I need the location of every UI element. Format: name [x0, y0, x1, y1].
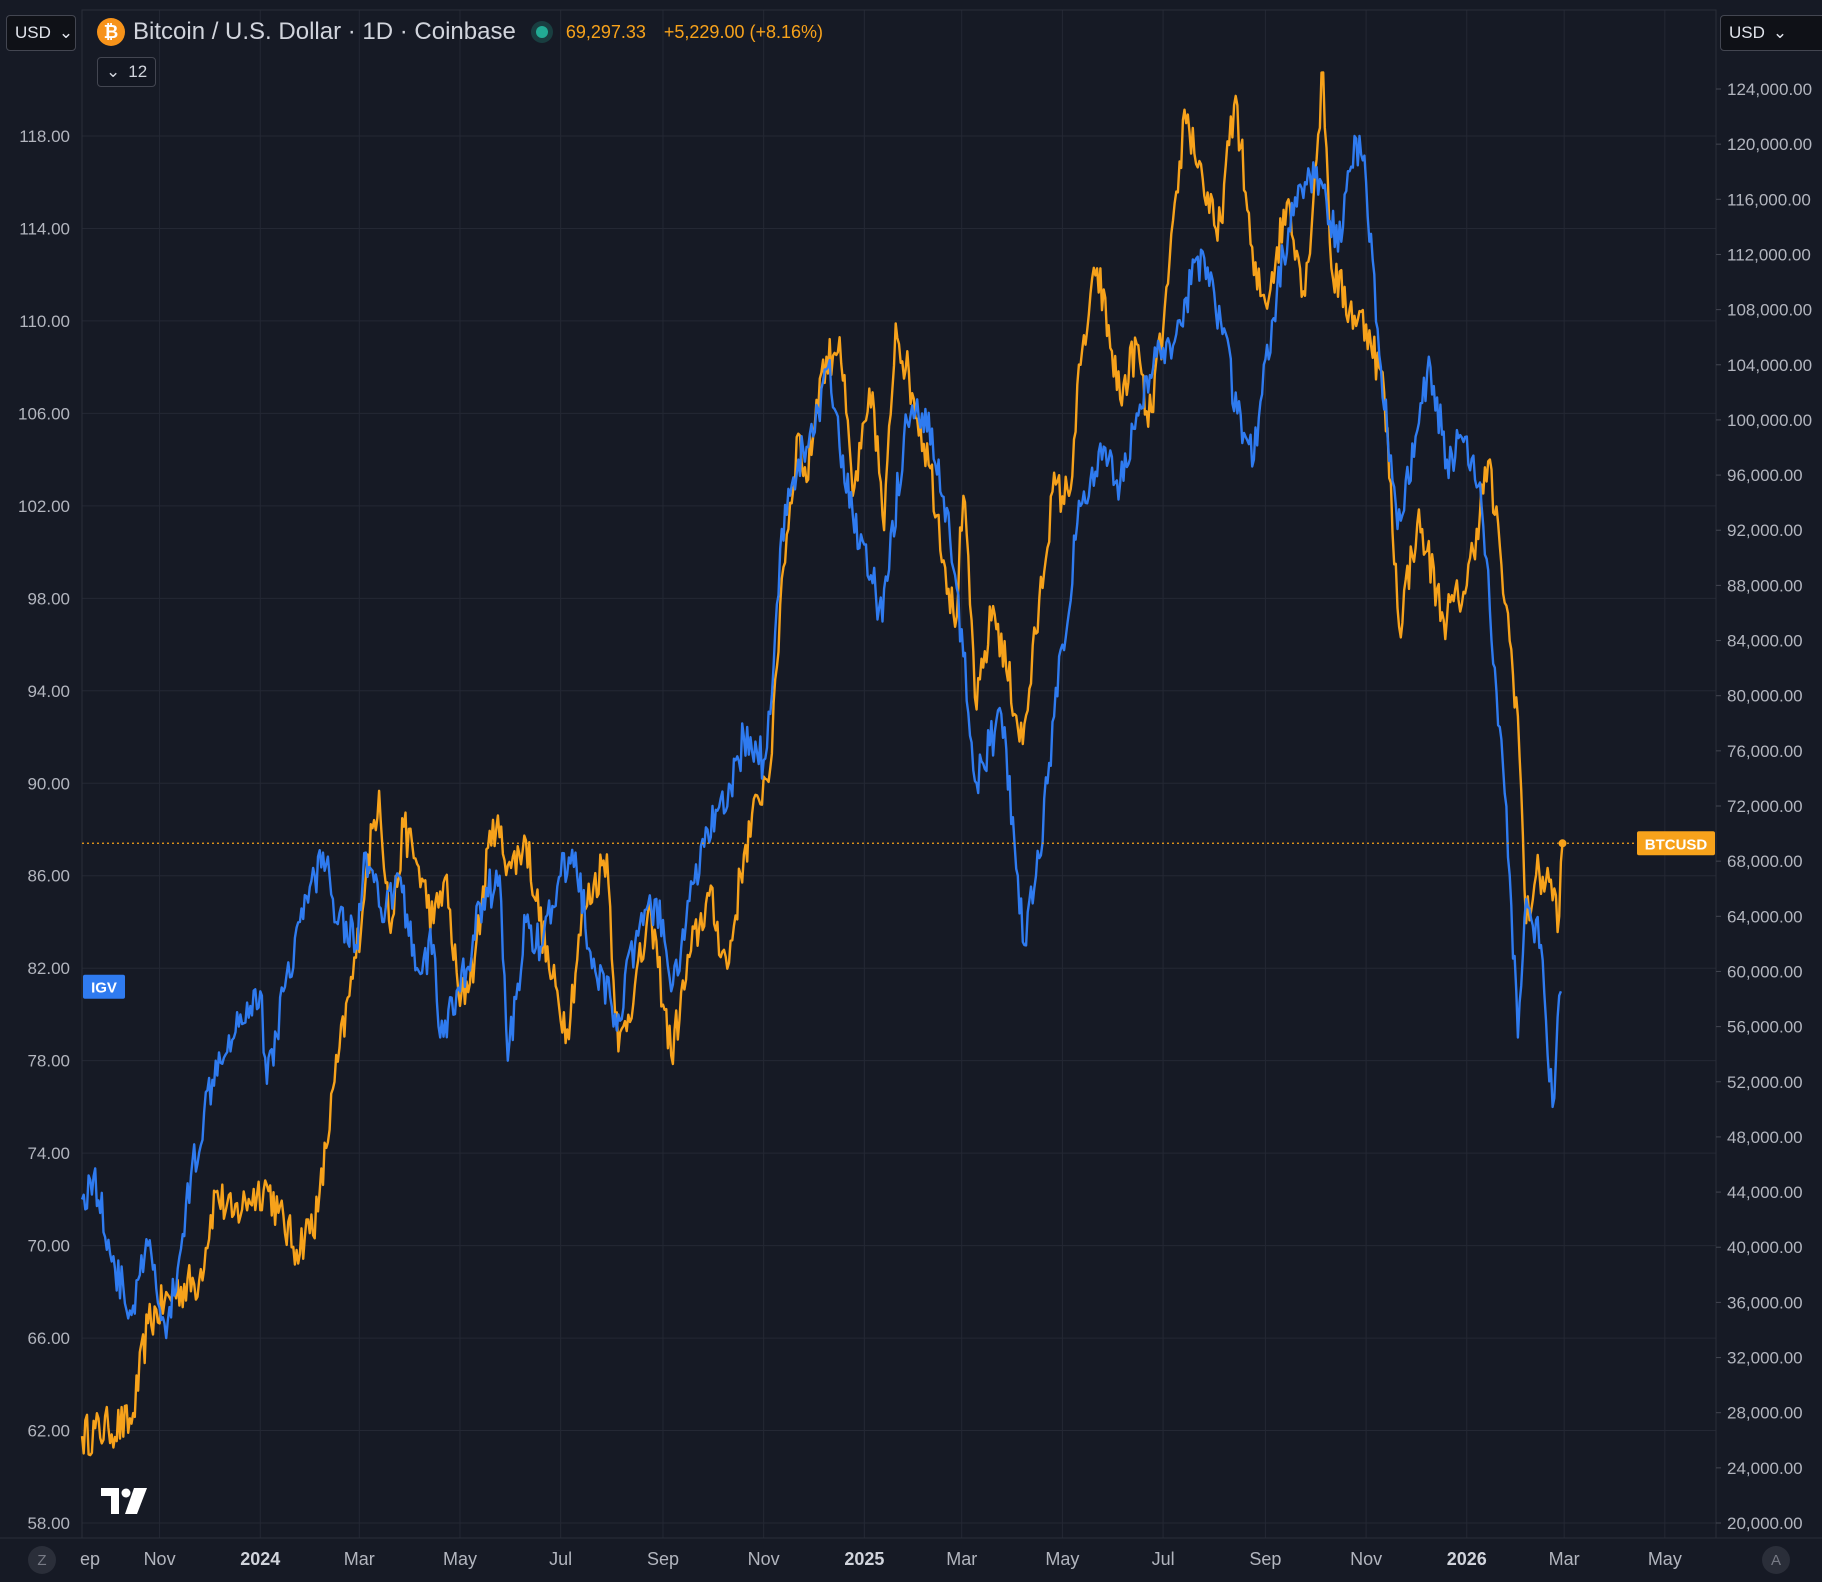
right-axis-tick: 120,000.00 [1727, 135, 1812, 154]
time-axis-tick: 2026 [1447, 1549, 1487, 1569]
left-axis-tick: 70.00 [27, 1237, 70, 1256]
right-currency-label: USD [1729, 23, 1765, 42]
left-axis-tick: 86.00 [27, 867, 70, 886]
time-axis-tick: 2025 [844, 1549, 884, 1569]
right-axis-tick: 48,000.00 [1727, 1128, 1803, 1147]
right-axis-tick: 44,000.00 [1727, 1183, 1803, 1202]
left-axis-tick: 98.00 [27, 589, 70, 608]
bitcoin-icon: ₿ [97, 18, 125, 46]
right-axis-tick: 84,000.00 [1727, 632, 1803, 651]
right-axis-tick: 36,000.00 [1727, 1293, 1803, 1312]
left-axis-tick: 78.00 [27, 1052, 70, 1071]
time-axis-tick: Nov [1350, 1549, 1382, 1569]
chevron-down-icon: ⌄ [58, 23, 74, 42]
market-open-indicator [535, 26, 548, 38]
symbol-header: ₿ Bitcoin / U.S. Dollar · 1D · Coinbase … [97, 16, 823, 48]
left-axis-tick: 90.00 [27, 774, 70, 793]
time-axis-tick: Jul [549, 1549, 572, 1569]
left-axis-tick: 74.00 [27, 1144, 70, 1163]
left-axis-tick: 106.00 [18, 404, 70, 423]
time-axis-tick: Sep [647, 1549, 679, 1569]
time-axis-tick: Nov [144, 1549, 176, 1569]
left-axis-tick: 102.00 [18, 497, 70, 516]
right-axis-tick: 76,000.00 [1727, 742, 1803, 761]
indicators-count: 12 [128, 62, 148, 81]
right-axis-tick: 104,000.00 [1727, 356, 1812, 375]
left-axis-tick: 62.00 [27, 1422, 70, 1441]
time-axis-tick: May [1648, 1549, 1682, 1569]
indicators-collapse-button[interactable]: ⌄ 12 [97, 57, 157, 87]
right-axis-tick: 100,000.00 [1727, 411, 1812, 430]
right-axis-tick: 20,000.00 [1727, 1514, 1803, 1533]
left-axis-tick: 94.00 [27, 682, 70, 701]
left-axis-tick: 58.00 [27, 1514, 70, 1533]
right-axis-tick: 92,000.00 [1727, 521, 1803, 540]
time-axis-tick: May [1045, 1549, 1079, 1569]
right-axis-tick: 124,000.00 [1727, 80, 1812, 99]
left-currency-button[interactable]: USD ⌄ [6, 15, 76, 51]
right-axis-tick: 32,000.00 [1727, 1349, 1803, 1368]
right-axis-tick: 96,000.00 [1727, 466, 1803, 485]
igv-badge[interactable] [83, 974, 125, 999]
time-axis-tick: Sep [1249, 1549, 1281, 1569]
right-axis-tick: 88,000.00 [1727, 576, 1803, 595]
right-axis-tick: 56,000.00 [1727, 1018, 1803, 1037]
chevron-down-icon: ⌄ [1772, 23, 1788, 42]
left-axis[interactable]: 118.00 114.00 110.00 106.00 102.00 98.00 94.00… [18, 127, 70, 1533]
time-axis[interactable]: ep Nov 2024 Mar May Jul Sep Nov 2025 Mar May Jul Sep… [0, 1537, 1822, 1569]
left-axis-tick: 82.00 [27, 959, 70, 978]
right-axis-tick: 108,000.00 [1727, 301, 1812, 320]
time-axis-tick: Jul [1152, 1549, 1175, 1569]
chevron-down-icon: ⌄ [106, 62, 121, 81]
last-price-dot [1558, 839, 1567, 848]
time-axis-tick: Mar [344, 1549, 375, 1569]
right-axis[interactable]: 124,000.00 120,000.00 116,000.00 112,000.00… [1716, 80, 1812, 1533]
igv-badge-label: IGV [91, 980, 117, 997]
right-axis-tick: 72,000.00 [1727, 797, 1803, 816]
right-axis-tick: 112,000.00 [1727, 245, 1811, 264]
btcusd-price-badge[interactable] [1637, 831, 1715, 856]
right-axis-tick: 80,000.00 [1727, 687, 1803, 706]
left-axis-tick: 110.00 [19, 312, 70, 331]
left-currency-label: USD [15, 23, 51, 42]
right-axis-tick: 68,000.00 [1727, 852, 1803, 871]
right-currency-button[interactable]: USD ⌄ [1720, 15, 1822, 51]
time-axis-tick: May [443, 1549, 477, 1569]
right-axis-tick: 28,000.00 [1727, 1404, 1803, 1423]
price-change: +5,229.00 (+8.16%) [663, 21, 824, 42]
symbol-title[interactable]: Bitcoin / U.S. Dollar · 1D · Coinbase [133, 18, 516, 45]
left-axis-tick: 114.00 [19, 219, 70, 238]
time-axis-tick: Mar [1549, 1549, 1580, 1569]
right-axis-tick: 64,000.00 [1727, 907, 1803, 926]
zoom-corner-button[interactable]: Z [28, 1546, 56, 1574]
btcusd-badge-label: BTCUSD [1645, 836, 1708, 853]
right-axis-tick: 24,000.00 [1727, 1459, 1803, 1478]
auto-scale-button[interactable]: A [1762, 1546, 1790, 1574]
last-price: 69,297.33 [565, 21, 646, 42]
series-line-btcusd[interactable] [80, 71, 1564, 1457]
plot-border [81, 9, 1717, 1539]
left-axis-tick: 66.00 [27, 1329, 70, 1348]
time-axis-tick: Nov [748, 1549, 780, 1569]
right-axis-tick: 40,000.00 [1727, 1238, 1803, 1257]
time-axis-tick: 2024 [240, 1549, 280, 1569]
right-axis-tick: 52,000.00 [1727, 1073, 1803, 1092]
time-axis-tick: ep [80, 1549, 100, 1569]
series-line-igv[interactable] [80, 134, 1563, 1340]
tradingview-logo-icon[interactable] [101, 1488, 151, 1514]
right-axis-tick: 60,000.00 [1727, 962, 1803, 981]
left-axis-tick: 118.00 [19, 127, 70, 146]
time-axis-tick: Mar [946, 1549, 977, 1569]
right-axis-tick: 116,000.00 [1727, 190, 1811, 209]
